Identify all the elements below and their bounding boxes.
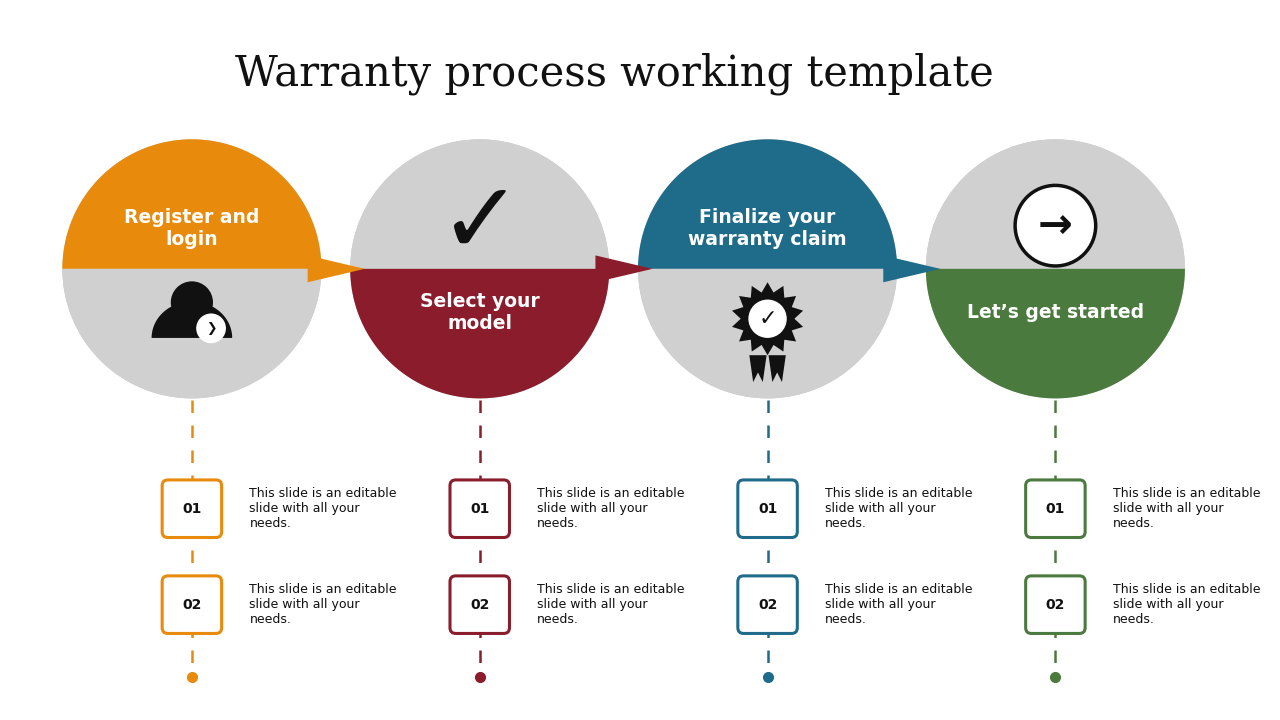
Polygon shape bbox=[925, 140, 1185, 269]
FancyBboxPatch shape bbox=[737, 576, 797, 634]
Text: This slide is an editable
slide with all your
needs.: This slide is an editable slide with all… bbox=[250, 583, 397, 626]
Polygon shape bbox=[732, 282, 803, 355]
Polygon shape bbox=[637, 269, 897, 398]
Text: This slide is an editable
slide with all your
needs.: This slide is an editable slide with all… bbox=[1114, 583, 1261, 626]
Text: This slide is an editable
slide with all your
needs.: This slide is an editable slide with all… bbox=[826, 583, 973, 626]
Text: Select your
model: Select your model bbox=[420, 292, 540, 333]
Text: ✓: ✓ bbox=[758, 309, 777, 329]
Text: This slide is an editable
slide with all your
needs.: This slide is an editable slide with all… bbox=[538, 583, 685, 626]
FancyBboxPatch shape bbox=[451, 576, 509, 634]
Text: 02: 02 bbox=[758, 598, 777, 612]
Text: This slide is an editable
slide with all your
needs.: This slide is an editable slide with all… bbox=[538, 487, 685, 530]
Circle shape bbox=[925, 140, 1185, 398]
Text: 02: 02 bbox=[1046, 598, 1065, 612]
Polygon shape bbox=[925, 269, 1185, 398]
Polygon shape bbox=[63, 269, 321, 398]
Polygon shape bbox=[749, 355, 767, 382]
Polygon shape bbox=[768, 355, 786, 382]
Circle shape bbox=[351, 140, 609, 398]
FancyBboxPatch shape bbox=[1025, 576, 1085, 634]
Circle shape bbox=[196, 313, 227, 343]
Polygon shape bbox=[351, 269, 609, 398]
FancyBboxPatch shape bbox=[163, 480, 221, 538]
Polygon shape bbox=[351, 140, 609, 269]
Polygon shape bbox=[63, 140, 321, 269]
Text: 01: 01 bbox=[758, 502, 777, 516]
Text: This slide is an editable
slide with all your
needs.: This slide is an editable slide with all… bbox=[826, 487, 973, 530]
Text: This slide is an editable
slide with all your
needs.: This slide is an editable slide with all… bbox=[1114, 487, 1261, 530]
Polygon shape bbox=[151, 302, 232, 338]
Text: 01: 01 bbox=[470, 502, 489, 516]
Text: 01: 01 bbox=[1046, 502, 1065, 516]
Text: Finalize your
warranty claim: Finalize your warranty claim bbox=[689, 208, 847, 249]
Circle shape bbox=[63, 140, 321, 398]
FancyBboxPatch shape bbox=[163, 576, 221, 634]
Polygon shape bbox=[307, 256, 365, 282]
Text: Let’s get started: Let’s get started bbox=[966, 302, 1144, 322]
Circle shape bbox=[637, 140, 897, 398]
FancyBboxPatch shape bbox=[737, 480, 797, 538]
Circle shape bbox=[170, 282, 212, 323]
Text: ❯: ❯ bbox=[206, 322, 216, 335]
Polygon shape bbox=[595, 256, 653, 282]
Polygon shape bbox=[637, 140, 897, 269]
Text: Register and
login: Register and login bbox=[124, 208, 260, 249]
Circle shape bbox=[749, 300, 787, 338]
Text: 02: 02 bbox=[470, 598, 489, 612]
Text: →: → bbox=[1038, 204, 1073, 247]
Circle shape bbox=[1015, 185, 1096, 266]
Text: ✓: ✓ bbox=[438, 177, 522, 274]
Text: Warranty process working template: Warranty process working template bbox=[234, 53, 993, 96]
Text: This slide is an editable
slide with all your
needs.: This slide is an editable slide with all… bbox=[250, 487, 397, 530]
Polygon shape bbox=[883, 256, 941, 282]
Text: 02: 02 bbox=[182, 598, 201, 612]
Text: 01: 01 bbox=[182, 502, 201, 516]
FancyBboxPatch shape bbox=[451, 480, 509, 538]
FancyBboxPatch shape bbox=[1025, 480, 1085, 538]
